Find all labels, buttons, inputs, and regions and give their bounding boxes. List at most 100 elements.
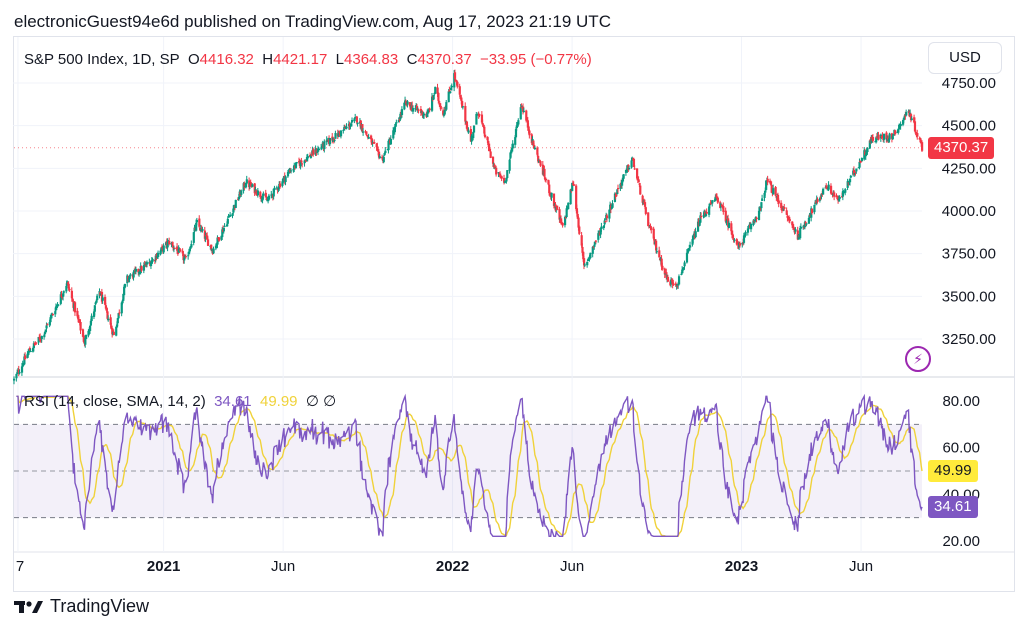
candle-body: [222, 227, 225, 232]
candle-body: [503, 177, 506, 183]
candle-body: [65, 286, 68, 292]
candle-body: [921, 142, 924, 151]
rsi-tick-label: 20.00: [942, 533, 980, 550]
candle-body: [200, 228, 203, 230]
candle-body: [543, 168, 546, 177]
candle-body: [84, 338, 87, 345]
candle-body: [57, 304, 60, 306]
candle-body: [229, 214, 232, 217]
candle-body: [48, 322, 51, 325]
last-price-badge: 4370.37: [928, 137, 995, 159]
candle-body: [76, 310, 79, 317]
candle-body: [597, 233, 600, 240]
candle-body: [913, 121, 917, 132]
candle-body: [472, 125, 476, 133]
candle-body: [694, 231, 697, 238]
candle-body: [763, 192, 766, 198]
candle-body: [688, 248, 691, 250]
tradingview-logo[interactable]: TradingView: [14, 596, 149, 617]
candle-body: [620, 180, 624, 186]
chart-frame[interactable]: [13, 36, 1015, 592]
candle-body: [34, 343, 37, 345]
candle-body: [761, 198, 764, 201]
candle-body: [290, 170, 293, 172]
candle-body: [525, 119, 529, 121]
candle-body: [500, 176, 503, 179]
candle-body: [120, 302, 123, 314]
candle-body: [630, 160, 633, 168]
candle-body: [356, 122, 359, 124]
candle-body: [297, 161, 301, 163]
candle-body: [316, 148, 320, 152]
currency-button[interactable]: USD: [928, 42, 1002, 74]
close-label: C: [406, 51, 418, 68]
candle-body: [430, 96, 434, 111]
candle-body: [599, 229, 602, 235]
candle-body: [443, 109, 446, 115]
candle-body: [530, 134, 533, 144]
candle-body: [343, 127, 347, 129]
candle-body: [822, 188, 825, 195]
candle-body: [87, 330, 90, 336]
candle-body: [547, 179, 550, 185]
candle-body: [681, 269, 685, 271]
candle-body: [105, 308, 108, 311]
candle-body: [758, 206, 761, 212]
candle-body: [92, 311, 96, 317]
candle-body: [639, 185, 642, 195]
candle-body: [715, 195, 718, 197]
candle-body: [550, 192, 553, 198]
candle-body: [680, 273, 683, 275]
candle-body: [461, 106, 465, 108]
candle-body: [899, 123, 902, 127]
candle-body: [262, 193, 265, 196]
candle-body: [256, 190, 260, 196]
candle-body: [846, 181, 849, 188]
candle-body: [434, 86, 437, 94]
candle-body: [172, 248, 176, 250]
low-value: 4364.83: [344, 51, 399, 68]
time-tick-label: 2022: [436, 558, 469, 575]
candle-body: [439, 105, 442, 110]
candle-body: [323, 141, 326, 150]
candle-body: [894, 130, 897, 135]
candle-body: [221, 229, 224, 238]
candle-body: [215, 243, 218, 247]
candle-body: [860, 158, 864, 162]
candle-body: [23, 356, 26, 365]
candle-body: [786, 215, 789, 218]
candle-body: [266, 200, 269, 202]
candle-body: [128, 276, 131, 280]
candle-body: [203, 230, 206, 239]
candle-body: [77, 319, 81, 323]
candle-body: [715, 196, 719, 198]
candle-body: [144, 263, 147, 266]
candle-body: [849, 175, 852, 178]
candle-body: [504, 181, 507, 183]
lightning-icon[interactable]: ⚡: [905, 346, 931, 372]
candle-body: [527, 126, 530, 131]
candle-body: [736, 243, 739, 245]
candle-body: [847, 182, 850, 184]
candle-body: [770, 184, 773, 193]
candle-body: [184, 256, 187, 258]
candle-body: [149, 262, 153, 267]
candle-body: [26, 353, 29, 359]
candle-body: [722, 206, 725, 212]
candle-body: [830, 192, 833, 194]
candle-body: [218, 237, 221, 241]
candle-body: [510, 147, 514, 150]
candle-body: [565, 208, 568, 218]
candle-body: [536, 147, 539, 155]
candle-body: [201, 229, 204, 231]
candle-body: [647, 212, 650, 227]
candle-body: [243, 182, 246, 188]
candle-body: [45, 325, 48, 329]
candle-body: [31, 348, 35, 352]
candle-body: [393, 126, 396, 133]
tradingview-logo-icon: [14, 600, 43, 613]
candle-body: [456, 81, 459, 87]
candle-body: [387, 140, 390, 151]
